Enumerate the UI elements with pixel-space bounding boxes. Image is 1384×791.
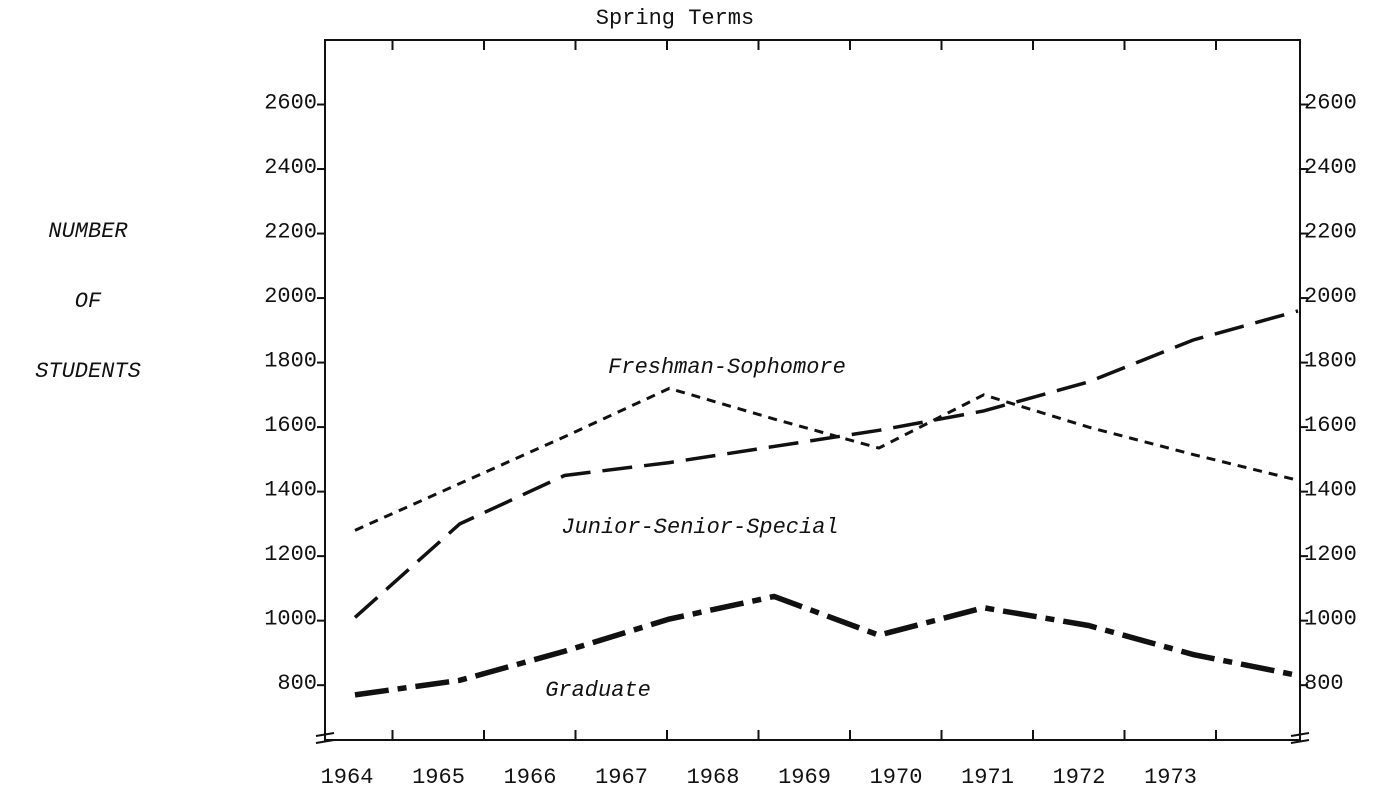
series-label: Freshman-Sophomore <box>608 355 846 380</box>
y-tick-label: 2200 <box>264 219 317 244</box>
plot-frame <box>324 39 1301 741</box>
x-tick-label: 1971 <box>961 765 1014 790</box>
y-axis-label: NUMBER <box>48 219 128 244</box>
y-tick-label: 2600 <box>264 90 317 115</box>
y2-tick-label: 800 <box>1304 671 1344 696</box>
y-tick-label: 1800 <box>264 348 317 373</box>
y2-tick-label: 1200 <box>1304 542 1357 567</box>
y2-tick-label: 2600 <box>1304 90 1357 115</box>
x-tick-label: 1965 <box>412 765 465 790</box>
y-tick-label: 1000 <box>264 606 317 631</box>
y2-tick-label: 1400 <box>1304 477 1357 502</box>
y2-tick-label: 1000 <box>1304 606 1357 631</box>
chart-title: Spring Terms <box>596 6 754 31</box>
x-tick-label: 1970 <box>870 765 923 790</box>
y2-tick-label: 1800 <box>1304 348 1357 373</box>
y2-tick-label: 2400 <box>1304 155 1357 180</box>
y-tick-label: 800 <box>277 671 317 696</box>
y-tick-label: 2000 <box>264 284 317 309</box>
x-tick-label: 1968 <box>687 765 740 790</box>
series-line <box>354 386 1299 532</box>
y2-tick-label: 2000 <box>1304 284 1357 309</box>
x-tick-label: 1973 <box>1144 765 1197 790</box>
x-tick-label: 1969 <box>778 765 831 790</box>
y2-tick-label: 2200 <box>1304 219 1357 244</box>
series-label: Graduate <box>545 678 651 703</box>
y-axis-label: STUDENTS <box>35 359 141 384</box>
axis-break <box>315 732 1310 744</box>
x-tick-label: 1966 <box>504 765 557 790</box>
y-axis-label: OF <box>75 289 102 314</box>
y2-tick-label: 1600 <box>1304 413 1357 438</box>
x-tick-label: 1964 <box>321 765 374 790</box>
y-tick-label: 1600 <box>264 413 317 438</box>
y-tick-label: 2400 <box>264 155 317 180</box>
series-label: Junior-Senior-Special <box>561 515 838 540</box>
x-tick-label: 1967 <box>595 765 648 790</box>
y-tick-label: 1400 <box>264 477 317 502</box>
series-line <box>353 309 1299 619</box>
series-line <box>354 593 1299 698</box>
x-tick-label: 1972 <box>1053 765 1106 790</box>
y-tick-label: 1200 <box>264 542 317 567</box>
